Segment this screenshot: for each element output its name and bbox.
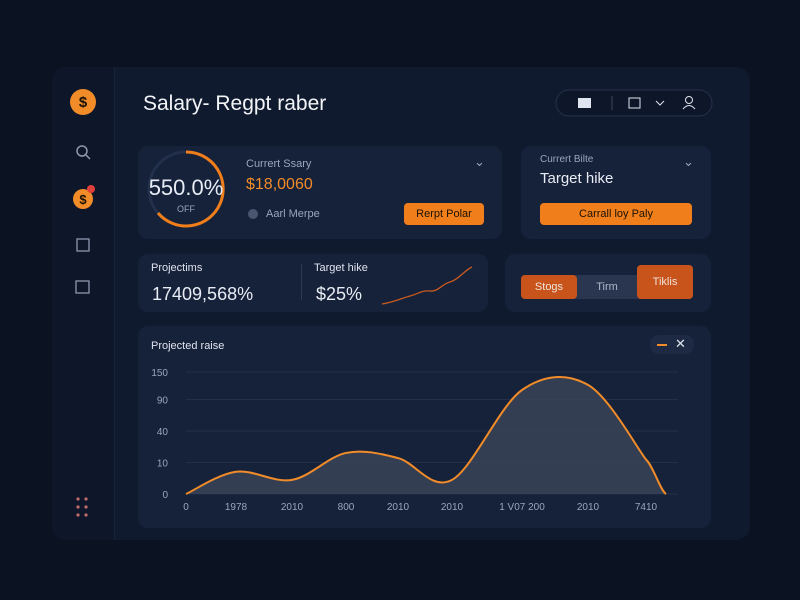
- chevron[interactable]: ⌄: [683, 154, 694, 169]
- logo[interactable]: [70, 89, 96, 115]
- salary-value: $18,0060: [246, 176, 313, 193]
- x-tick-label: 2010: [281, 502, 304, 513]
- target-title: Target hike: [540, 170, 614, 187]
- calendar-icon[interactable]: [628, 97, 641, 109]
- chevron[interactable]: ⌄: [474, 154, 485, 169]
- sparkline: [381, 266, 473, 305]
- divider: [301, 264, 302, 300]
- hike-label: Target hike: [314, 262, 368, 274]
- tab[interactable]: Tiklis: [637, 265, 693, 299]
- report-button[interactable]: Rerpt Polar: [404, 203, 484, 225]
- tab[interactable]: Tirm: [596, 281, 618, 293]
- x-tick-label: 2010: [577, 502, 600, 513]
- area-line: [185, 376, 667, 495]
- option-label: Aarl Merpe: [266, 208, 320, 220]
- close-icon[interactable]: ✕: [675, 336, 686, 351]
- x-tick-label: 2010: [387, 502, 410, 513]
- svg-text:$: $: [79, 94, 88, 111]
- gauge-value: 550.0%: [148, 175, 224, 200]
- home-icon[interactable]: [76, 238, 90, 252]
- page-title: Salary- Regpt raber: [143, 92, 327, 115]
- tab[interactable]: Stogs: [521, 275, 577, 299]
- chart-title: Projected raise: [151, 340, 224, 352]
- x-tick-label: 1978: [225, 502, 248, 513]
- area-fill: [186, 377, 666, 494]
- y-tick-label: 40: [157, 427, 169, 438]
- gauge-sub: OFF: [177, 204, 195, 214]
- briefcase-icon[interactable]: [578, 98, 591, 108]
- toolbar: [555, 89, 713, 117]
- chart: Projected raise 0 10 40 90 150 0 1978 2010 800 20…: [151, 340, 678, 513]
- radio[interactable]: [248, 209, 258, 219]
- user-icon[interactable]: [685, 96, 693, 104]
- y-tick-label: 0: [162, 490, 168, 501]
- dots-icon[interactable]: [76, 497, 88, 517]
- search-icon[interactable]: [76, 145, 88, 157]
- y-tick-label: 90: [157, 395, 169, 406]
- x-tick-label: 1 V07 200: [499, 502, 545, 513]
- report-icon[interactable]: [75, 280, 90, 294]
- x-tick-label: 800: [338, 502, 355, 513]
- gauge: [147, 150, 225, 228]
- salary-icon[interactable]: [73, 189, 93, 209]
- apply-button[interactable]: Carrall loy Paly: [540, 203, 692, 225]
- salary-label: Currert Ssary: [246, 158, 312, 170]
- chart-controls: [650, 335, 694, 354]
- x-tick-label: 2010: [441, 502, 464, 513]
- projection-label: Projectims: [151, 262, 203, 274]
- svg-text:$: $: [79, 192, 87, 207]
- x-tick-label: 0: [183, 502, 189, 513]
- y-tick-label: 10: [157, 458, 169, 469]
- target-label: Currert Bilte: [540, 154, 594, 165]
- hike-value: $25%: [316, 284, 363, 304]
- y-tick-label: 150: [151, 368, 168, 379]
- legend-swatch: [657, 344, 667, 346]
- projection-value: 17409,568%: [152, 284, 254, 304]
- x-tick-label: 7410: [635, 502, 658, 513]
- projection-card: [138, 254, 488, 312]
